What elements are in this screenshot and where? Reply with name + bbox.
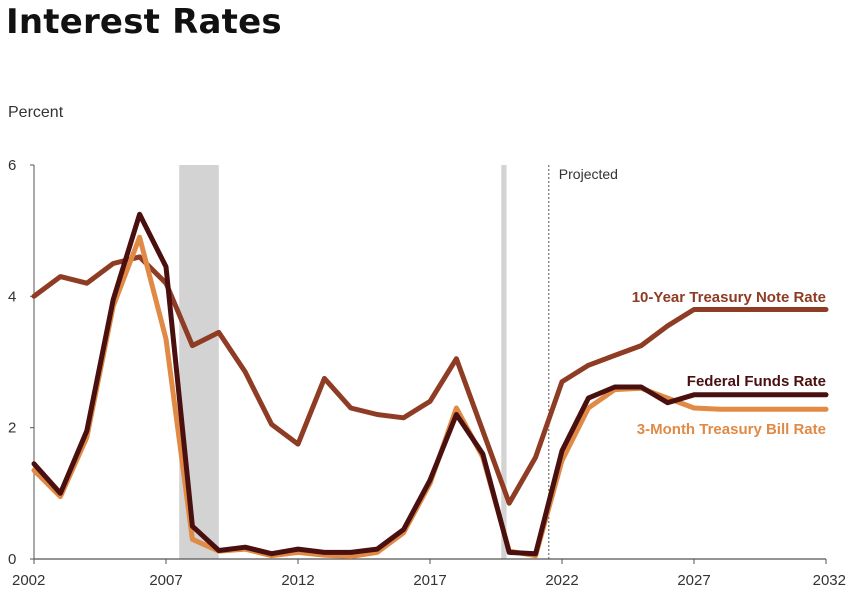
y-axis-label: Percent xyxy=(8,104,64,121)
series-labels: 10-Year Treasury Note Rate Federal Funds … xyxy=(632,289,826,438)
x-tick-label: 2002 xyxy=(12,572,45,589)
series-label-10-year-treasury-note-rate: 10-Year Treasury Note Rate xyxy=(632,289,826,306)
axes: 0 2 4 6 2002 2007 2012 2017 2022 2027 2032 xyxy=(8,157,846,589)
projected-label: Projected xyxy=(559,166,618,182)
y-tick-label: 0 xyxy=(8,551,16,568)
y-tick-label: 4 xyxy=(8,288,16,305)
series-label-federal-funds-rate: Federal Funds Rate xyxy=(687,373,826,390)
x-tick-label: 2032 xyxy=(813,572,846,589)
x-tick-label: 2007 xyxy=(149,572,182,589)
x-tick-label: 2027 xyxy=(677,572,710,589)
series-label-3-month-treasury-bill-rate: 3-Month Treasury Bill Rate xyxy=(637,421,826,438)
y-tick-label: 6 xyxy=(8,157,16,174)
series-lines xyxy=(31,211,829,559)
x-tick-label: 2022 xyxy=(545,572,578,589)
recession-bar-1 xyxy=(501,165,507,559)
x-tick-label: 2017 xyxy=(413,572,446,589)
x-tick-label: 2012 xyxy=(281,572,314,589)
y-tick-label: 2 xyxy=(8,420,16,437)
projected-marker: Projected xyxy=(548,165,618,559)
series-line-federal-funds-rate xyxy=(31,211,829,557)
chart-title: Interest Rates xyxy=(6,2,282,42)
